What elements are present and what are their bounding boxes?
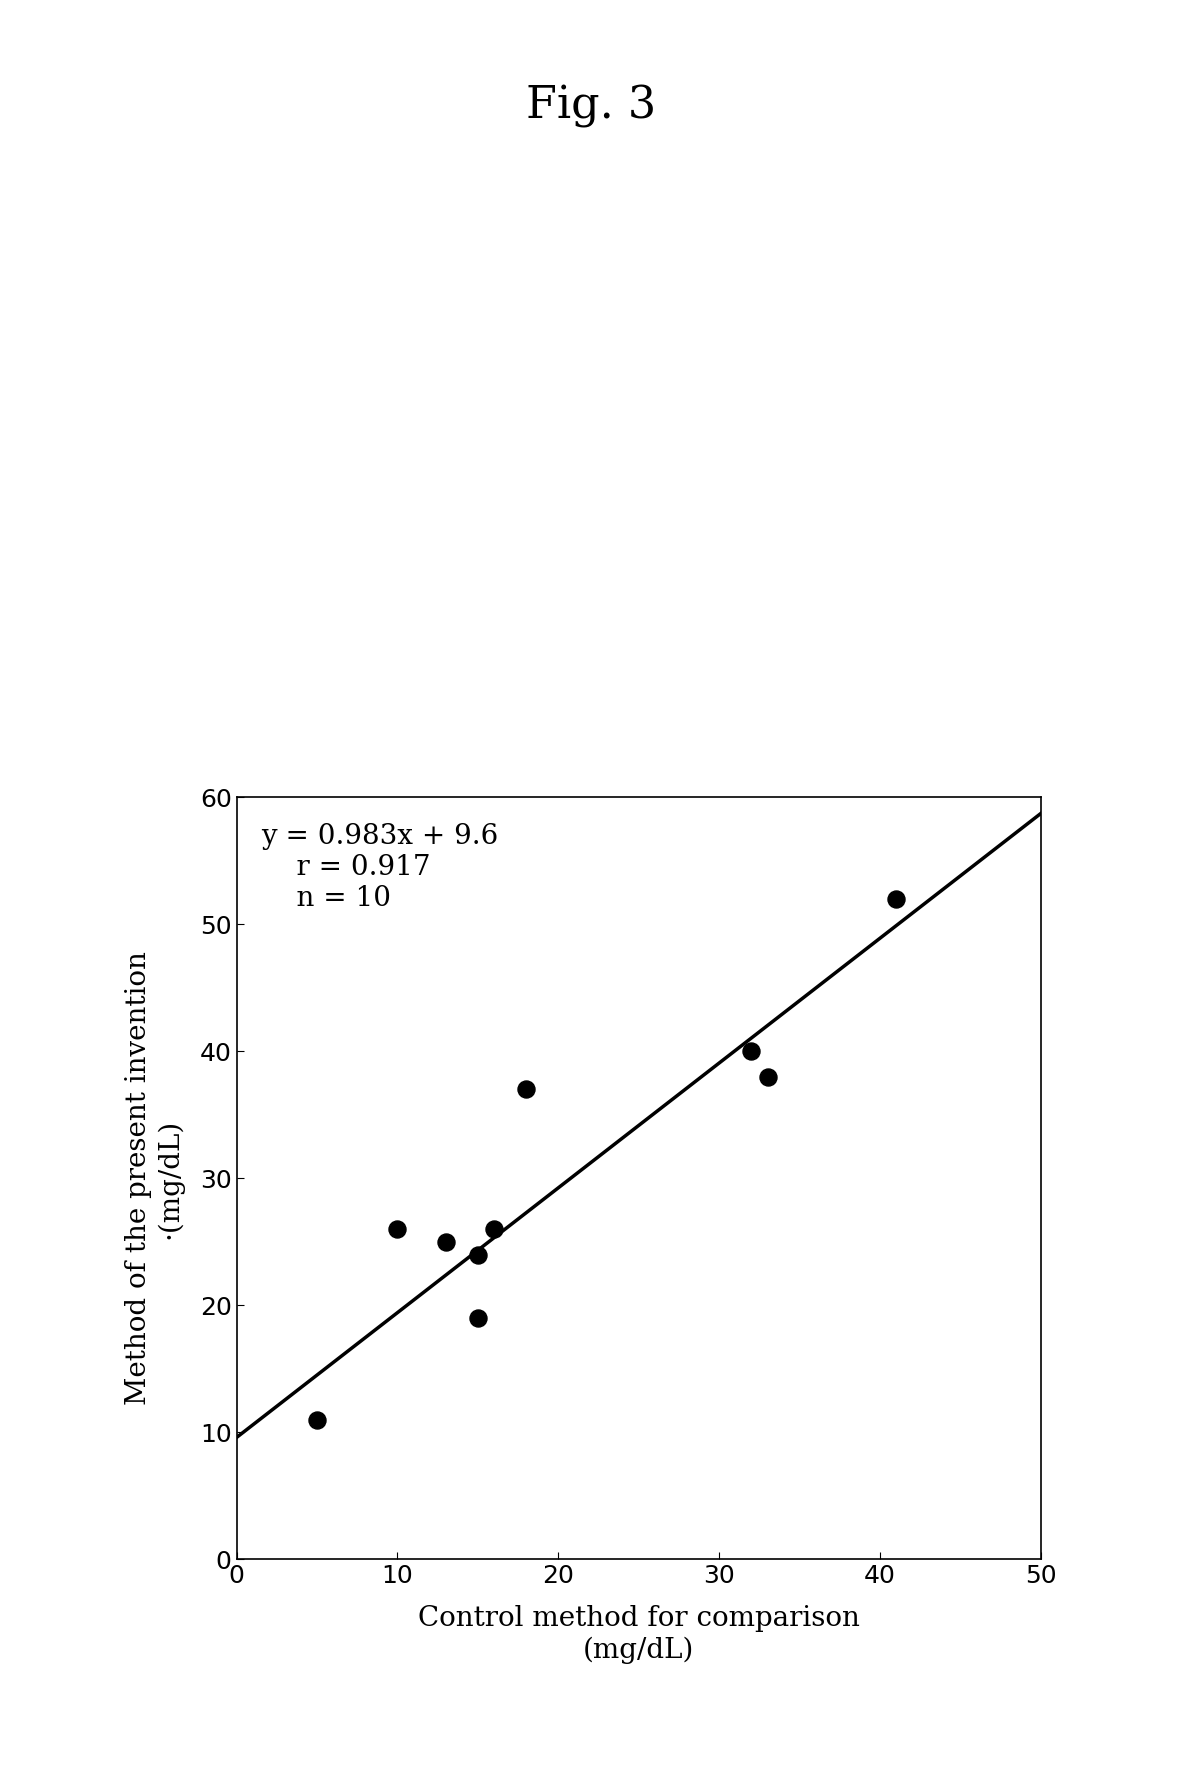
- Point: [758, 1063, 777, 1092]
- Point: [742, 1037, 761, 1065]
- Point: [517, 1076, 536, 1104]
- Point: [485, 1216, 504, 1244]
- Point: [468, 1304, 487, 1333]
- Point: [308, 1405, 327, 1434]
- Point: [468, 1240, 487, 1269]
- Point: [388, 1216, 407, 1244]
- Text: Fig. 3: Fig. 3: [526, 85, 657, 128]
- Point: [887, 884, 906, 913]
- Text: y = 0.983x + 9.6
    r = 0.917
    n = 10: y = 0.983x + 9.6 r = 0.917 n = 10: [260, 822, 498, 913]
- X-axis label: Control method for comparison
(mg/dL): Control method for comparison (mg/dL): [418, 1605, 860, 1664]
- Y-axis label: Method of the present invention
·(mg/dL): Method of the present invention ·(mg/dL): [124, 952, 183, 1405]
- Point: [437, 1228, 455, 1256]
